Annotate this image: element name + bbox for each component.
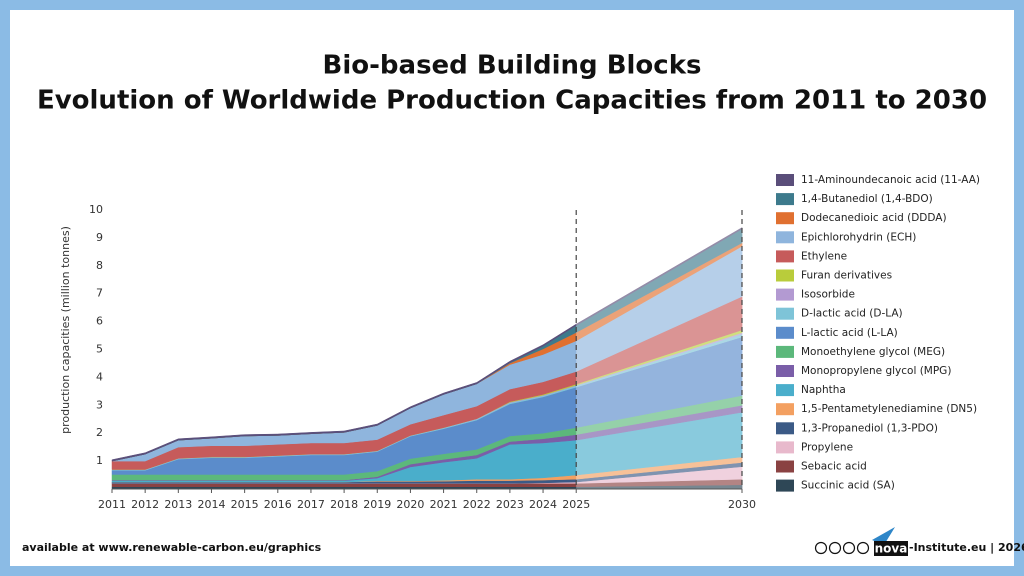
legend-label: Ethylene: [801, 250, 847, 262]
y-tick-label: 2: [96, 426, 103, 439]
y-axis-label: production capacities (million tonnes): [59, 226, 72, 434]
legend-swatch: [776, 479, 794, 492]
legend-swatch: [776, 460, 794, 473]
y-tick-label: 1: [96, 454, 103, 467]
y-tick-label: 4: [96, 370, 103, 383]
legend-swatch: [776, 403, 794, 416]
legend-label: Succinic acid (SA): [801, 480, 895, 492]
y-tick-label: 10: [89, 203, 103, 216]
x-tick-label: 2021: [430, 498, 458, 511]
x-tick-label: 2018: [330, 498, 358, 511]
legend-swatch: [776, 365, 794, 377]
x-tick-label: 2019: [363, 498, 391, 511]
y-tick-label: 6: [96, 315, 103, 328]
x-tick-label: 2024: [529, 498, 557, 511]
legend-swatch: [776, 345, 794, 358]
legend-label: Propylene: [801, 441, 853, 453]
legend-swatch: [776, 326, 794, 339]
x-tick-label: 2020: [396, 498, 424, 511]
legend-swatch: [776, 422, 794, 435]
legend-swatch: [776, 212, 794, 225]
x-tick-label: 2016: [264, 498, 292, 511]
logo-text: nova: [875, 542, 908, 556]
chart-title: Bio-based Building Blocks: [323, 51, 702, 81]
legend-label: 1,3-Propanediol (1,3-PDO): [801, 422, 938, 434]
footer-left: available at www.renewable-carbon.eu/gra…: [22, 541, 322, 554]
legend-swatch: [776, 288, 794, 301]
legend-swatch: [776, 193, 794, 206]
legend-label: 11-Aminoundecanoic acid (11-AA): [801, 174, 980, 186]
legend-swatch: [776, 307, 794, 320]
legend-swatch: [776, 250, 794, 263]
legend-label: Monoethylene glycol (MEG): [801, 346, 945, 358]
forecast-shade: [576, 205, 742, 489]
legend-label: 1,5-Pentametylenediamine (DN5): [801, 403, 977, 415]
x-tick-label: 2022: [463, 498, 491, 511]
legend-label: Dodecanedioic acid (DDDA): [801, 212, 947, 224]
footer-right: -Institute.eu | 2026: [909, 541, 1024, 554]
legend-swatch: [776, 269, 794, 282]
logo-mark: [872, 527, 895, 545]
license-icons: [814, 541, 870, 555]
legend-label: Epichlorohydrin (ECH): [801, 231, 916, 243]
x-tick-label: 2013: [164, 498, 192, 511]
x-tick-label: 2015: [231, 498, 259, 511]
y-tick-label: 9: [96, 231, 103, 244]
legend-label: Monopropylene glycol (MPG): [801, 365, 951, 377]
x-tick-label: 2017: [297, 498, 325, 511]
legend-label: D-lactic acid (D-LA): [801, 308, 903, 320]
x-tick-label: 2023: [496, 498, 524, 511]
legend-swatch: [776, 174, 794, 186]
legend-label: L-lactic acid (L-LA): [801, 327, 898, 339]
x-tick-label: 2011: [98, 498, 126, 511]
legend-label: 1,4-Butanediol (1,4-BDO): [801, 193, 933, 205]
x-tick-label: 2030: [728, 498, 756, 511]
x-tick-label: 2025: [562, 498, 590, 511]
legend-label: Furan derivatives: [801, 270, 892, 282]
chart-subtitle: Evolution of Worldwide Production Capaci…: [37, 86, 987, 116]
legend: 11-Aminoundecanoic acid (11-AA) 1,4-Butan…: [776, 174, 980, 492]
y-tick-label: 5: [96, 343, 103, 356]
logo-box: [874, 541, 908, 556]
x-tick-label: 2014: [197, 498, 225, 511]
y-tick-label: 8: [96, 259, 103, 272]
x-tick-label: 2012: [131, 498, 159, 511]
plot: 1 2 3 4 5 6 7 8 9 10 2011 2012 2013 2014 2015 2016 2017 2…: [89, 203, 756, 511]
y-tick-label: 7: [96, 287, 103, 300]
legend-label: Naphtha: [801, 384, 846, 396]
legend-swatch: [776, 231, 794, 244]
legend-label: Sebacic acid: [801, 461, 867, 473]
y-tick-label: 3: [96, 398, 103, 411]
legend-swatch: [776, 441, 794, 454]
legend-label: Isosorbide: [801, 289, 855, 301]
legend-swatch: [776, 384, 794, 397]
